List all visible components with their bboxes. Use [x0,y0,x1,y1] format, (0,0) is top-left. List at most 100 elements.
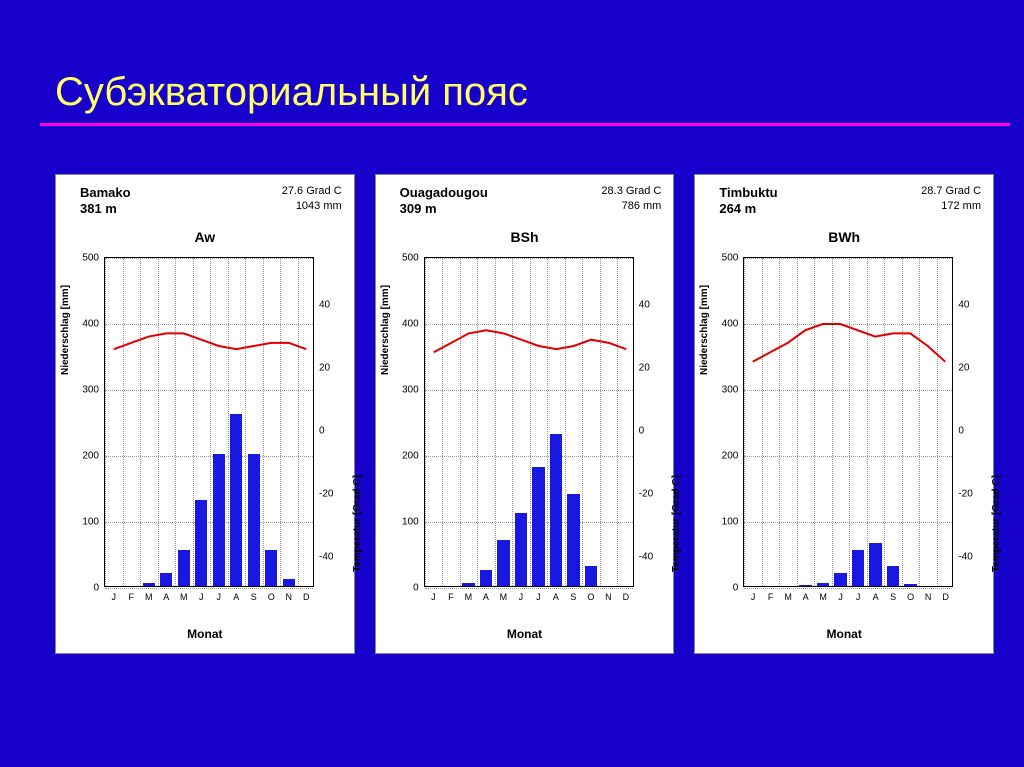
ytick-right: -40 [639,551,653,562]
mean-temp: 28.3 Grad C [601,185,661,197]
ytick-left: 300 [402,385,419,396]
xtick: J [431,592,436,602]
y-axis-right-label: Temperatur [Grad C] [671,475,682,572]
ytick-left: 100 [722,517,739,528]
y-axis-left-label: Niederschlag [mm] [699,285,710,375]
ytick-right: 40 [958,300,969,311]
ytick-left: 0 [93,583,99,594]
ytick-left: 100 [82,517,99,528]
ytick-right: -20 [319,488,333,499]
plot-area: 0100200300400500-40-2002040JFMAMJJASOND [743,257,953,587]
climate-panel: Timbuktu264 m 28.7 Grad C 172 mm BWh Nieders… [694,174,994,654]
temp-line [744,258,954,588]
ytick-left: 400 [82,319,99,330]
ytick-left: 200 [722,451,739,462]
xtick: J [856,592,861,602]
total-precip: 1043 mm [296,200,342,212]
x-axis-label: Monat [376,627,674,641]
ytick-left: 300 [722,385,739,396]
ytick-left: 200 [82,451,99,462]
plot-area: 0100200300400500-40-2002040JFMAMJJASOND [424,257,634,587]
ytick-left: 0 [413,583,419,594]
station-elevation: 309 m [400,201,437,216]
xtick: F [448,592,454,602]
mean-temp: 27.6 Grad C [282,185,342,197]
ytick-right: 40 [639,300,650,311]
ytick-left: 300 [82,385,99,396]
ytick-left: 400 [402,319,419,330]
koppen-code: BSh [376,229,674,245]
xtick: D [942,592,949,602]
xtick: A [483,592,489,602]
ytick-right: -40 [958,551,972,562]
xtick: D [303,592,310,602]
xtick: O [268,592,275,602]
xtick: M [465,592,473,602]
koppen-code: BWh [695,229,993,245]
ytick-left: 200 [402,451,419,462]
page-title: Субэкваториальный пояс [0,0,1024,123]
y-axis-right-label: Temperatur [Grad C] [991,475,1002,572]
xtick: A [553,592,559,602]
ytick-right: 0 [958,425,964,436]
station-elevation: 381 m [80,201,117,216]
xtick: J [751,592,756,602]
xtick: J [217,592,222,602]
xtick: M [145,592,153,602]
xtick: N [286,592,293,602]
xtick: F [768,592,774,602]
ytick-right: 0 [319,425,325,436]
ytick-right: -20 [958,488,972,499]
xtick: M [784,592,792,602]
xtick: A [163,592,169,602]
temp-line [105,258,315,588]
koppen-code: Aw [56,229,354,245]
xtick: O [907,592,914,602]
temp-line [425,258,635,588]
climate-panel: Ouagadougou309 m28.3 Grad C786 mmBShNied… [375,174,675,654]
station-name: Bamako [80,185,131,200]
xtick: N [605,592,612,602]
xtick: S [570,592,576,602]
climate-panel: Bamako381 m27.6 Grad C1043 mmAwNiedersch… [55,174,355,654]
xtick: S [251,592,257,602]
ytick-right: 40 [319,300,330,311]
xtick: M [500,592,508,602]
ytick-right: 20 [319,363,330,374]
xtick: M [180,592,188,602]
xtick: N [925,592,932,602]
ytick-left: 0 [733,583,739,594]
xtick: A [873,592,879,602]
xtick: S [890,592,896,602]
xtick: J [112,592,117,602]
ytick-right: 0 [639,425,645,436]
total-precip: 172 mm [941,200,981,212]
ytick-left: 500 [722,253,739,264]
total-precip: 786 mm [622,200,662,212]
xtick: A [233,592,239,602]
charts-row: Bamako381 m 27.6 Grad C 1043 mm Aw Niedersch… [0,126,1024,654]
ytick-left: 500 [82,253,99,264]
ytick-right: -40 [319,551,333,562]
xtick: J [838,592,843,602]
xtick: J [519,592,524,602]
x-axis-label: Monat [56,627,354,641]
xtick: M [819,592,827,602]
ytick-right: 20 [958,363,969,374]
y-axis-right-label: Temperatur [Grad C] [352,475,363,572]
ytick-right: 20 [639,363,650,374]
ytick-left: 100 [402,517,419,528]
xtick: F [129,592,135,602]
ytick-right: -20 [639,488,653,499]
station-name: Ouagadougou [400,185,488,200]
xtick: O [587,592,594,602]
xtick: J [199,592,204,602]
mean-temp: 28.7 Grad C [921,185,981,197]
station-name: Timbuktu [719,185,777,200]
ytick-left: 500 [402,253,419,264]
xtick: D [623,592,630,602]
x-axis-label: Monat [695,627,993,641]
ytick-left: 400 [722,319,739,330]
station-elevation: 264 m [719,201,756,216]
xtick: J [536,592,541,602]
